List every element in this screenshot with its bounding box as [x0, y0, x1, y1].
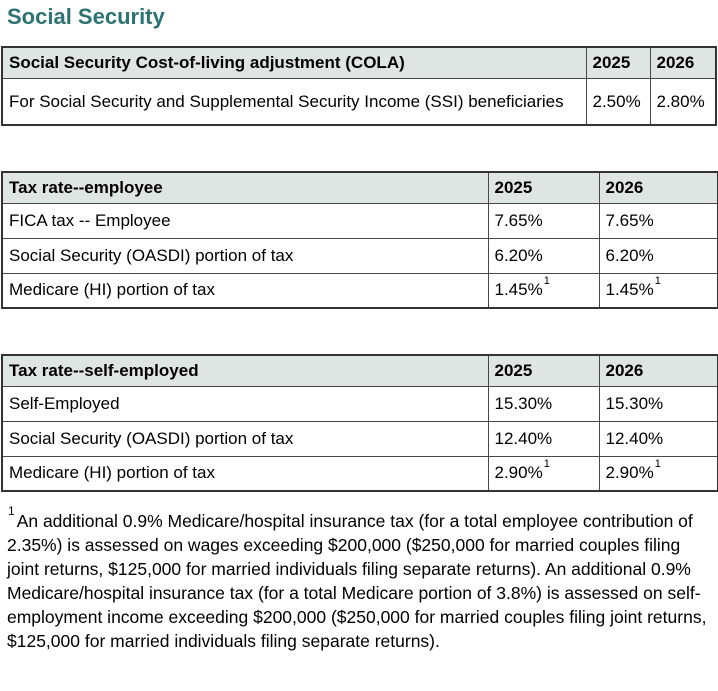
cola-table: Social Security Cost-of-living adjustmen… [1, 46, 717, 126]
employee-header-2026: 2026 [598, 171, 718, 204]
cell-value: 6.20% [494, 245, 543, 265]
footnote: 1 An additional 0.9% Medicare/hospital in… [7, 505, 708, 653]
cell-value: 2.90% [605, 463, 654, 483]
row-label: Social Security (OASDI) portion of tax [1, 237, 489, 274]
page-title: Social Security [7, 4, 165, 29]
table-row: Social Security (OASDI) portion of tax 1… [1, 420, 718, 457]
cell-value: 2.50% [592, 91, 641, 111]
table-row: Medicare (HI) portion of tax 1.45%1 1.45… [1, 272, 718, 309]
value-2026: 7.65% [598, 202, 718, 239]
row-label: Medicare (HI) portion of tax [1, 455, 489, 492]
cola-header-2026: 2026 [649, 46, 717, 79]
value-2025: 6.20% [487, 237, 600, 274]
row-label: FICA tax -- Employee [1, 202, 489, 239]
table-row: Social Security (OASDI) portion of tax 6… [1, 237, 718, 274]
cell-value: 12.40% [494, 428, 553, 448]
cola-value-2026: 2.80% [649, 77, 717, 126]
footnote-marker: 1 [654, 274, 661, 287]
cola-header-label: Social Security Cost-of-living adjustmen… [1, 46, 587, 79]
table-row: Medicare (HI) portion of tax 2.90%1 2.90… [1, 455, 718, 492]
cola-row-label: For Social Security and Supplemental Sec… [1, 77, 587, 126]
footnote-marker: 1 [8, 504, 15, 519]
value-2026: 6.20% [598, 237, 718, 274]
value-2025: 7.65% [487, 202, 600, 239]
cell-value: 2.80% [656, 91, 705, 111]
footnote-marker: 1 [654, 457, 661, 470]
cola-header-row: Social Security Cost-of-living adjustmen… [1, 46, 717, 79]
cell-value: 7.65% [494, 210, 543, 230]
self-employed-header-2026: 2026 [598, 354, 718, 387]
cell-value: 1.45% [605, 280, 654, 300]
cell-value: 6.20% [605, 245, 654, 265]
self-employed-tax-table: Tax rate--self-employed 2025 2026 Self-E… [1, 354, 718, 492]
cell-value: 12.40% [605, 428, 664, 448]
value-2026: 15.30% [598, 385, 718, 422]
cell-value: 1.45% [494, 280, 543, 300]
footnote-marker: 1 [543, 274, 550, 287]
value-2026: 2.90%1 [598, 455, 718, 492]
employee-header-label: Tax rate--employee [1, 171, 489, 204]
table-row: FICA tax -- Employee 7.65% 7.65% [1, 202, 718, 239]
cola-header-2025: 2025 [585, 46, 651, 79]
value-2025: 12.40% [487, 420, 600, 457]
cola-value-2025: 2.50% [585, 77, 651, 126]
cell-value: 15.30% [494, 393, 553, 413]
employee-tax-table: Tax rate--employee 2025 2026 FICA tax --… [1, 171, 718, 309]
value-2026: 1.45%1 [598, 272, 718, 309]
row-label: Medicare (HI) portion of tax [1, 272, 489, 309]
footnote-text: An additional 0.9% Medicare/hospital ins… [7, 511, 707, 651]
value-2025: 15.30% [487, 385, 600, 422]
cell-value: 7.65% [605, 210, 654, 230]
employee-header-row: Tax rate--employee 2025 2026 [1, 171, 718, 204]
value-2026: 12.40% [598, 420, 718, 457]
value-2025: 2.90%1 [487, 455, 600, 492]
value-2025: 1.45%1 [487, 272, 600, 309]
cell-value: 15.30% [605, 393, 664, 413]
self-employed-header-row: Tax rate--self-employed 2025 2026 [1, 354, 718, 387]
self-employed-header-2025: 2025 [487, 354, 600, 387]
cell-value: 2.90% [494, 463, 543, 483]
footnote-marker: 1 [543, 457, 550, 470]
table-row: Self-Employed 15.30% 15.30% [1, 385, 718, 422]
row-label: Social Security (OASDI) portion of tax [1, 420, 489, 457]
row-label: Self-Employed [1, 385, 489, 422]
table-row: For Social Security and Supplemental Sec… [1, 77, 717, 126]
employee-header-2025: 2025 [487, 171, 600, 204]
self-employed-header-label: Tax rate--self-employed [1, 354, 489, 387]
